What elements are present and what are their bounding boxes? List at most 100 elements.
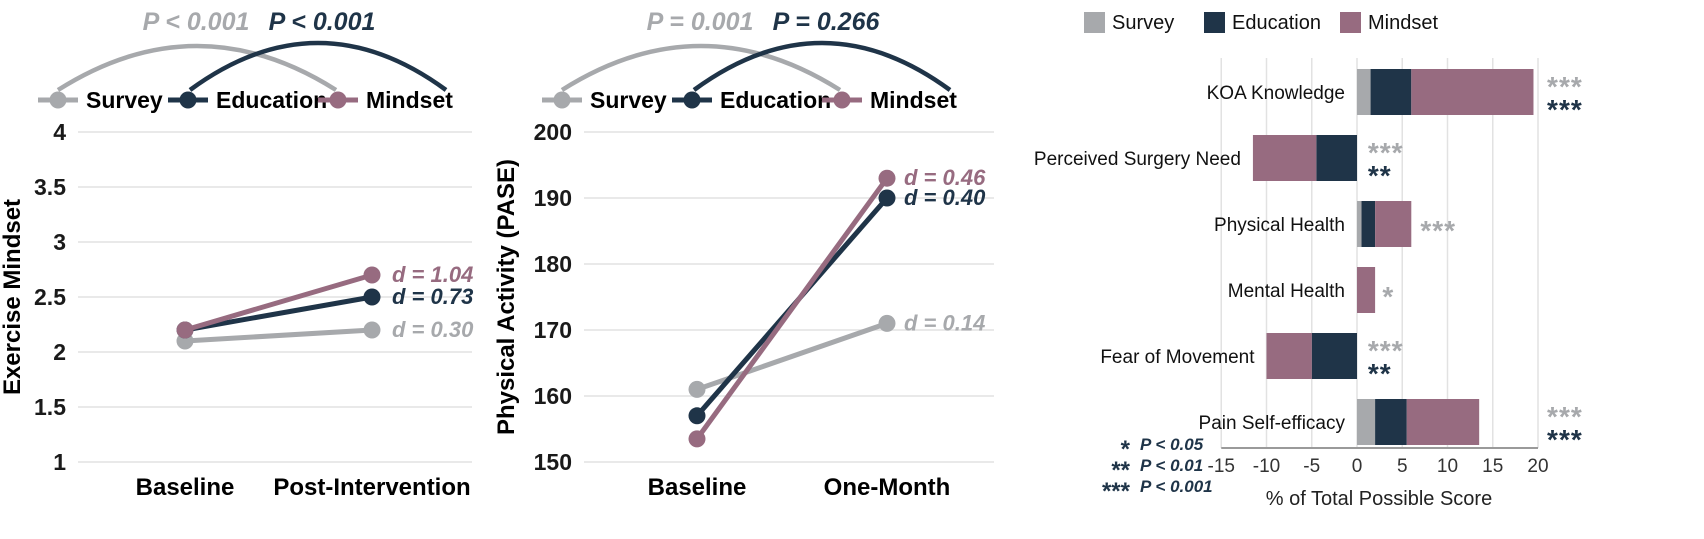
comparison-arc [560, 43, 842, 92]
physical-activity-chart: 150 160 170 180 190 200 Baseline One-Month Physi… [493, 8, 994, 501]
y-tick-label: 160 [534, 383, 572, 409]
data-point-mindset [878, 169, 896, 187]
series-line-survey [184, 327, 373, 344]
sig-legend-stars: *** [1102, 478, 1131, 505]
x-tick-label: -10 [1253, 456, 1280, 477]
data-point-survey [363, 321, 381, 339]
x-tick-label: 5 [1397, 456, 1408, 477]
data-point-survey [878, 314, 896, 332]
y-tick-label: 3 [53, 229, 66, 255]
y-tick-label: 3.5 [34, 174, 66, 200]
data-point-mindset [688, 430, 706, 448]
x-tick-label: 15 [1482, 456, 1503, 477]
bar-segment-survey [1357, 201, 1362, 247]
y-tick-label: 190 [534, 185, 572, 211]
y-tick-label: 180 [534, 251, 572, 277]
significance-stars: *** [1547, 94, 1583, 125]
significance-stars: *** [1368, 335, 1404, 366]
bar-segment-education [1311, 333, 1357, 379]
legend-dot-marker [179, 91, 197, 109]
effect-size-label: d = 0.73 [392, 284, 473, 309]
significance-stars: * [1382, 281, 1394, 312]
category-label: Mental Health [1228, 281, 1345, 302]
legend-label: Mindset [870, 87, 957, 113]
bar-segment-mindset [1406, 399, 1480, 445]
category-label: Fear of Movement [1100, 347, 1255, 368]
category-label: Pain Self-efficacy [1199, 413, 1346, 434]
legend-label: Survey [86, 87, 163, 113]
x-tick-label: -15 [1208, 456, 1235, 477]
x-tick-label: 10 [1437, 456, 1458, 477]
x-tick-label: 20 [1527, 456, 1548, 477]
comparison-arc [188, 40, 448, 92]
legend-swatch [1340, 12, 1361, 33]
exercise-mindset-chart: 1 1.5 2 2.5 3 3.5 4 Baseline Post-Intervention Ex… [0, 8, 474, 501]
x-tick-label: Baseline [136, 474, 235, 501]
p-value-label: P < 0.001 [269, 8, 376, 36]
panel-exercise-mindset: 1 1.5 2 2.5 3 3.5 4 Baseline Post-Intervention Ex… [0, 0, 492, 539]
sig-legend-label: P < 0.05 [1140, 435, 1204, 454]
panel-physical-activity: 150 160 170 180 190 200 Baseline One-Month Physi… [492, 0, 1012, 539]
p-value-label: P < 0.001 [143, 8, 250, 36]
legend-swatch [1204, 12, 1225, 33]
bar-segment-survey [1357, 399, 1376, 445]
series-line-mindset [694, 176, 890, 441]
bar-segment-survey [1357, 69, 1371, 115]
panel-outcomes-bars: -15 -10 -5 0 5 10 15 20 KOA Knowledge *** *** Perce… [1012, 0, 1704, 539]
legend-label: Survey [590, 87, 667, 113]
bar-segment-mindset [1375, 201, 1412, 247]
significance-stars: *** [1547, 424, 1583, 455]
data-point-survey [688, 380, 706, 398]
legend-dot-marker [329, 91, 347, 109]
legend-dot-marker [833, 91, 851, 109]
y-tick-label: 2.5 [34, 284, 66, 310]
bar-segment-mindset [1357, 267, 1376, 313]
sig-legend-label: P < 0.01 [1140, 456, 1203, 475]
effect-size-label: d = 0.46 [904, 165, 986, 190]
data-point-mindset [363, 266, 381, 284]
p-value-label: P = 0.266 [773, 8, 881, 36]
bar-segment-education [1370, 69, 1412, 115]
comparison-arc [56, 43, 338, 92]
significance-stars: ** [1368, 160, 1392, 191]
legend-label: Education [720, 87, 831, 113]
x-tick-label: Post-Intervention [273, 474, 470, 501]
significance-stars: *** [1420, 215, 1456, 246]
category-label: KOA Knowledge [1207, 83, 1345, 104]
y-axis-label: Physical Activity (PASE) [493, 159, 520, 435]
bar-segment-mindset [1266, 333, 1312, 379]
data-point-education [878, 189, 896, 207]
effect-size-label: d = 0.30 [392, 317, 474, 342]
x-tick-label: -5 [1303, 456, 1320, 477]
significance-stars: *** [1547, 71, 1583, 102]
legend-dot-marker [49, 91, 67, 109]
x-axis-label: % of Total Possible Score [1266, 488, 1492, 510]
sig-legend-label: P < 0.001 [1140, 477, 1213, 496]
effect-size-label: d = 0.40 [904, 185, 986, 210]
y-tick-label: 2 [53, 339, 66, 365]
bar-segment-education [1316, 135, 1357, 181]
y-tick-label: 150 [534, 449, 572, 475]
y-tick-label: 4 [53, 119, 66, 145]
bar-segment-education [1361, 201, 1376, 247]
category-label: Perceived Surgery Need [1034, 149, 1241, 170]
y-tick-label: 1.5 [34, 394, 66, 420]
data-point-mindset [176, 321, 194, 339]
significance-stars: ** [1368, 358, 1392, 389]
series-line-mindset [184, 272, 373, 333]
bar-segment-education [1375, 399, 1407, 445]
bar-segment-mindset [1252, 135, 1317, 181]
x-tick-label: 0 [1352, 456, 1363, 477]
legend-swatch [1084, 12, 1105, 33]
x-tick-label: Baseline [648, 474, 747, 501]
bar-segment-mindset [1411, 69, 1534, 115]
y-axis-label: Exercise Mindset [0, 199, 26, 395]
significance-stars: *** [1368, 137, 1404, 168]
legend-label: Education [1232, 12, 1321, 34]
significance-stars: *** [1547, 401, 1583, 432]
legend-dot-marker [553, 91, 571, 109]
series-line-education [184, 294, 373, 333]
category-label: Physical Health [1214, 215, 1345, 236]
